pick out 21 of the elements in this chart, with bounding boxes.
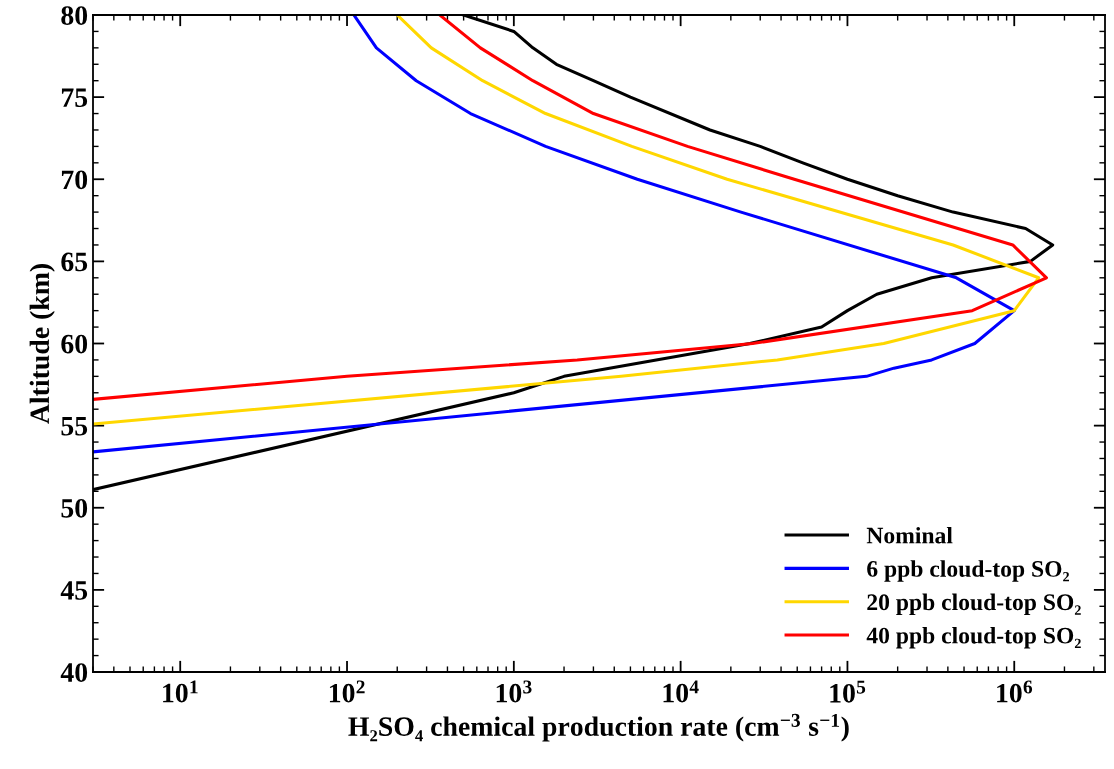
x-tick-label: 10$^{1}$ — [163, 680, 198, 703]
y-tick-label: 75 — [61, 88, 88, 108]
y-tick-label: 45 — [60, 581, 88, 600]
legend-label: 6 ppb cloud-top SO₂ — [867, 560, 1069, 582]
legend-label: 40 ppb cloud-top SO₂ — [866, 626, 1081, 649]
x-tick-label: 10$^{3}$ — [496, 680, 532, 703]
legend-label: 20 ppb cloud-top SO₂ — [867, 593, 1081, 616]
x-axis-title: H₂SO₄ chemical production rate (cm$^{−3}$ s$^{−1}$) — [348, 713, 849, 742]
x-tick-label: 10$^{2}$ — [329, 680, 365, 703]
y-tick-label: 80 — [61, 6, 88, 25]
x-tick-label: 10$^{4}$ — [663, 680, 699, 703]
y-axis-title: Altitude (km) — [29, 264, 55, 424]
y-tick-label: 70 — [61, 170, 88, 190]
legend-label: Nominal — [866, 526, 953, 544]
y-tick-label: 60 — [61, 334, 88, 354]
y-tick-label: 65 — [61, 252, 88, 272]
y-tick-label: 55 — [61, 417, 88, 436]
y-tick-label: 40 — [60, 663, 88, 682]
x-tick-label: 10$^{5}$ — [830, 680, 866, 703]
x-tick-label: 10$^{6}$ — [997, 680, 1033, 703]
y-tick-label: 50 — [61, 498, 88, 518]
